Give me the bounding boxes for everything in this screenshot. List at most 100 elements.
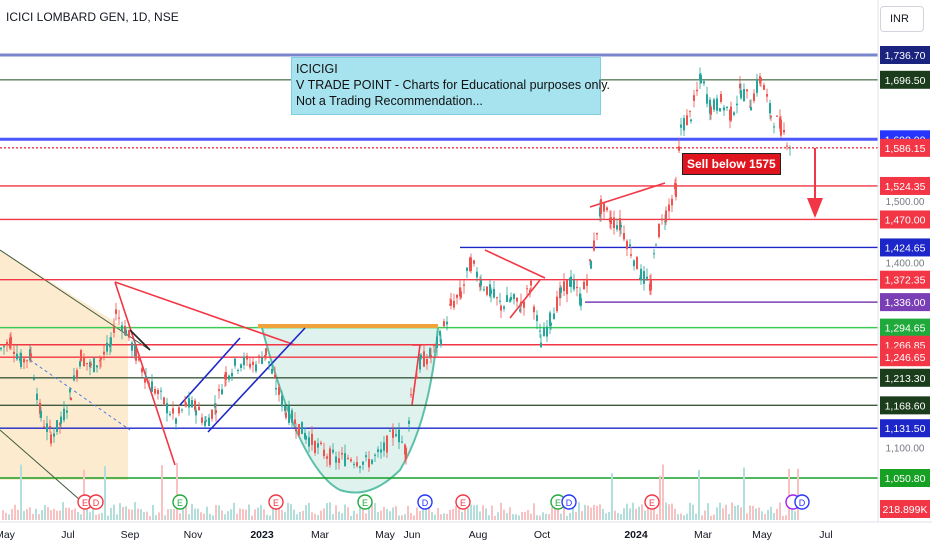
volume-bar [407,506,409,520]
volume-bar [380,510,382,520]
y-tick-0: 1,500.00 [886,197,925,208]
volume-bar [539,515,541,520]
volume-bar [434,514,436,520]
candle-body [439,331,441,336]
candle-body [70,397,72,401]
candle-body [716,98,718,111]
volume-bar [560,513,562,520]
volume-bar [188,514,190,520]
candle-body [719,108,721,112]
price-tag-label-5: 1,470.00 [885,214,926,226]
candle-body [10,336,12,346]
volume-bar [752,505,754,520]
symbol-title: ICICI LOMBARD GEN, 1D, NSE [6,10,179,24]
candle-body [100,357,102,360]
volume-bar [215,505,217,520]
candle-body [96,365,98,368]
volume-bar [782,515,784,520]
volume-bar [581,511,583,520]
candle-body [693,95,695,101]
candle-body [40,410,42,418]
volume-bar [497,512,499,520]
volume-bar [755,508,757,520]
trend-line-9 [129,329,151,351]
volume-bar [602,508,604,520]
volume-bar [653,505,655,520]
volume-bar [176,462,178,520]
candle-body [513,293,515,300]
candle-body [490,289,492,294]
volume-bar [443,513,445,520]
candle-body [252,361,254,365]
volume-bar [671,503,673,520]
volume-bar [587,505,589,520]
trend-line-3 [114,281,176,466]
price-tag-label-7: 1,372.35 [885,275,926,287]
trend-line-2 [207,327,306,433]
candle-body [443,321,445,327]
candle-body [338,458,340,463]
x-tick-12: May [752,529,773,541]
candle-body [326,456,328,459]
volume-bar [170,509,172,520]
volume-bar [236,513,238,520]
volume-bar [404,514,406,520]
volume-bar [395,506,397,520]
candle-body [80,350,82,362]
event-marker-1 [88,494,104,510]
candle-body [163,397,165,405]
volume-bar [209,513,211,520]
volume-bar [728,514,730,520]
candle-body [215,410,217,414]
volume-bar [134,502,136,520]
currency-button[interactable]: INR [880,6,924,32]
volume-bar [419,511,421,520]
candle-body [160,390,162,392]
volume-bar [347,507,349,520]
price-tag-4 [880,176,930,195]
volume-bar [422,506,424,520]
candle-body [526,288,528,290]
candle-body [285,412,287,418]
candle-body [646,276,648,279]
price-tag-15 [880,469,930,487]
candle-body [713,99,715,110]
candle-body [678,146,680,151]
candle-body [433,344,435,347]
volume-bar [608,512,610,520]
down-arrow-head [807,198,823,218]
candle-body [523,301,525,308]
volume-bar [689,502,691,520]
candle-body [536,315,538,321]
candle-body [201,417,203,423]
x-tick-9: Oct [534,529,550,541]
candle-body [178,407,180,414]
volume-bar [680,513,682,520]
volume-bar [464,509,466,520]
candle-body [218,389,220,391]
volume-bar [611,473,613,520]
volume-bar [98,513,100,520]
volume-bar [41,510,43,520]
candle-body [353,463,355,465]
annotation-note: ICICIGI V TRADE POINT - Charts for Educa… [291,57,610,115]
price-tag-8 [880,293,930,312]
x-tick-3: Nov [184,529,203,541]
volume-bar [149,515,151,520]
candle-body [410,394,412,396]
volume-bar [266,514,268,520]
x-tick-0: May [0,529,16,541]
candle-body [234,358,236,366]
volume-bar [770,506,772,520]
volume-bar [92,507,94,520]
volume-bar [335,505,337,520]
candle-body [314,441,316,453]
candle-body [13,351,15,354]
candle-body [786,145,788,147]
candle-body [460,291,462,298]
volume-bar [2,510,4,520]
volume-bar [542,512,544,520]
price-tag-13 [880,396,930,415]
volume-bar [794,511,796,520]
